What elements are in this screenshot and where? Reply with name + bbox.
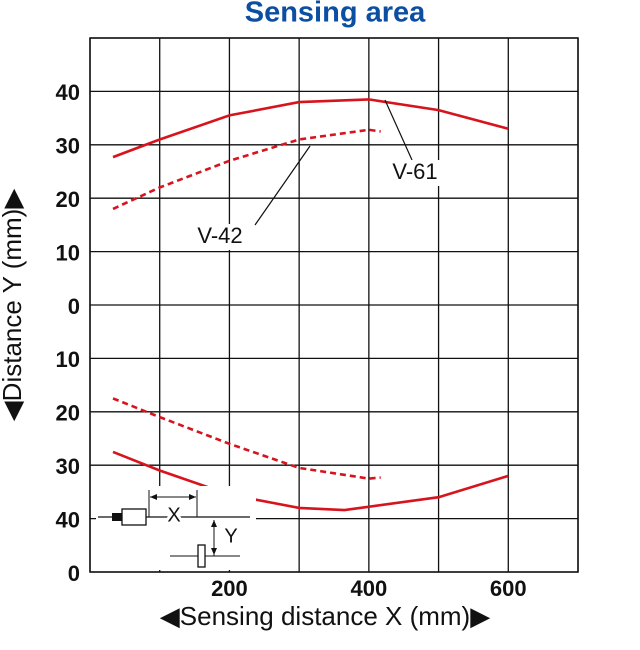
target xyxy=(197,544,206,568)
diagram-label: X xyxy=(167,504,180,526)
y-axis-label: ◀Distance Y (mm)▶ xyxy=(0,189,27,422)
arrowheads xyxy=(211,520,217,555)
curves xyxy=(112,98,509,512)
leader-line xyxy=(254,145,311,226)
chart-title: Sensing area xyxy=(245,0,426,29)
y-tick-label: 30 xyxy=(56,134,80,159)
x-tick-label: 600 xyxy=(490,576,527,601)
x-axis-label: ◀Sensing distance X (mm)▶ xyxy=(160,601,490,631)
sensor-head xyxy=(112,513,122,521)
y-tick-label: 20 xyxy=(56,401,80,426)
series-line xyxy=(112,98,509,512)
y-tick-label: 0 xyxy=(68,561,80,586)
series-line xyxy=(112,128,381,480)
series-label: V-61 xyxy=(392,159,437,184)
diagram-label: Y xyxy=(224,525,237,547)
sensor-diagram: X Y xyxy=(96,486,256,570)
y-tick-label: 30 xyxy=(56,454,80,479)
y-tick-label: 0 xyxy=(68,294,80,319)
y-tick-label: 40 xyxy=(56,80,80,105)
y-tick-label: 20 xyxy=(56,187,80,212)
y-tick-label: 10 xyxy=(56,347,80,372)
annotations: V-61 V-42 xyxy=(193,99,442,250)
series-label: V-42 xyxy=(197,223,242,248)
label-background xyxy=(388,160,442,186)
x-tick-label: 400 xyxy=(350,576,387,601)
label-background xyxy=(193,224,247,250)
plot-frame xyxy=(89,37,579,573)
y-tick-label: 40 xyxy=(56,507,80,532)
grid xyxy=(89,37,579,573)
x-tick-label: 200 xyxy=(211,576,248,601)
leader-line xyxy=(384,99,413,161)
y-tick-label: 10 xyxy=(56,240,80,265)
sensor-body xyxy=(121,508,147,526)
